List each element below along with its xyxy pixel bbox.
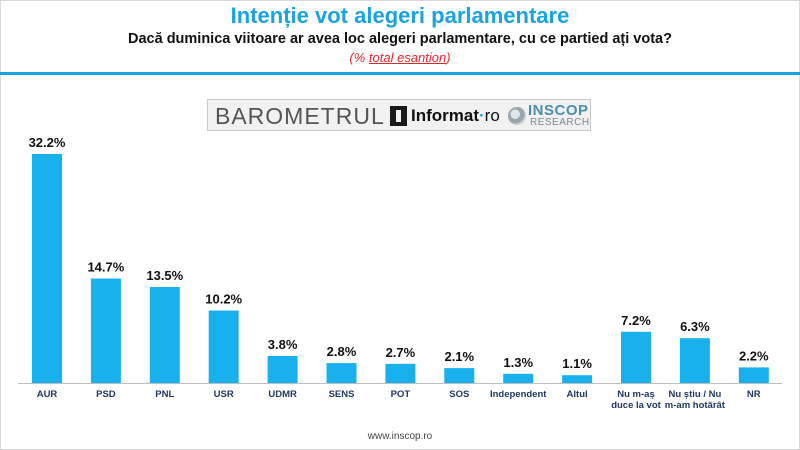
informat-logo-text: Informat bbox=[411, 106, 479, 125]
sponsor-logos: BAROMETRUL Informat·ro INSCOP RESEARCH bbox=[207, 99, 591, 131]
note-suffix: ) bbox=[446, 50, 451, 65]
data-label-pnl: 13.5% bbox=[146, 268, 183, 283]
tick-label-nu-m-a-duce-la-vot: Nu m-aș duce la vot bbox=[611, 389, 661, 411]
informat-i-icon bbox=[390, 106, 407, 126]
data-label-sos: 2.1% bbox=[444, 349, 474, 364]
barometrul-logo: BAROMETRUL bbox=[215, 103, 385, 129]
inscop-research-label: RESEARCH bbox=[530, 117, 590, 128]
footer-url: www.inscop.ro bbox=[367, 431, 433, 442]
data-label-usr: 10.2% bbox=[205, 292, 242, 307]
bar-psd bbox=[90, 278, 121, 383]
note-prefix: (% bbox=[349, 50, 369, 65]
data-label-nu-m-a-duce-la-vot: 7.2% bbox=[621, 313, 651, 328]
informat-logo-suffix: ro bbox=[484, 106, 500, 125]
bar-usr bbox=[208, 310, 239, 383]
tick-label-psd: PSD bbox=[96, 389, 116, 400]
data-label-nr: 2.2% bbox=[739, 348, 769, 363]
tick-label-aur: AUR bbox=[37, 389, 58, 400]
tick-label-independent: Independent bbox=[490, 389, 547, 400]
tick-label-altul: Altul bbox=[567, 389, 588, 400]
data-label-udmr: 3.8% bbox=[268, 337, 298, 352]
bar-independent bbox=[503, 373, 534, 383]
bar-aur bbox=[32, 154, 62, 383]
data-label-psd: 14.7% bbox=[87, 260, 124, 275]
tick-label-nu-tiu-nu-m-am-hot-r-t: Nu știu / Nu m-am hotărât bbox=[665, 389, 726, 411]
bar-sos bbox=[444, 368, 475, 383]
bar-nu-m-a-duce-la-vot bbox=[621, 331, 651, 383]
tick-label-usr: USR bbox=[214, 389, 234, 400]
note-underlined: total esantion bbox=[368, 50, 447, 65]
chart-subtitle: Dacă duminica viitoare ar avea loc alege… bbox=[128, 31, 672, 47]
bar-pot bbox=[385, 363, 416, 383]
chart-title: Intenție vot alegeri parlamentare bbox=[230, 3, 570, 28]
inscop-logo: INSCOP bbox=[528, 102, 589, 119]
data-label-altul: 1.1% bbox=[562, 356, 592, 371]
inscop-globe-icon bbox=[508, 107, 526, 125]
bar-udmr bbox=[267, 356, 298, 383]
bar-sens bbox=[326, 363, 357, 383]
tick-label-pnl: PNL bbox=[155, 389, 174, 400]
tick-label-sos: SOS bbox=[449, 389, 469, 400]
data-label-aur: 32.2% bbox=[29, 135, 66, 150]
bar-nr bbox=[738, 367, 769, 383]
bar-pnl bbox=[149, 287, 180, 383]
sample-note: (% total esantion) bbox=[0, 50, 800, 65]
data-label-pot: 2.7% bbox=[386, 345, 416, 360]
data-label-sens: 2.8% bbox=[327, 344, 357, 359]
tick-label-udmr: UDMR bbox=[268, 389, 297, 400]
tick-label-nr: NR bbox=[747, 389, 761, 400]
informat-logo: Informat·ro bbox=[411, 106, 500, 126]
informat-logo-dot: · bbox=[479, 106, 485, 125]
tick-label-sens: SENS bbox=[329, 389, 355, 400]
bars-group: 32.2% AUR 14.7% PSD 13.5% PNL 10.2% USR 3.8% UDMR… bbox=[29, 135, 769, 411]
bar-altul bbox=[562, 375, 593, 383]
tick-label-pot: POT bbox=[391, 389, 411, 400]
bar-nu-tiu-nu-m-am-hot-r-t bbox=[679, 338, 710, 383]
data-label-nu-tiu-nu-m-am-hot-r-t: 6.3% bbox=[680, 319, 710, 334]
data-label-independent: 1.3% bbox=[503, 355, 533, 370]
header-divider bbox=[0, 72, 800, 75]
